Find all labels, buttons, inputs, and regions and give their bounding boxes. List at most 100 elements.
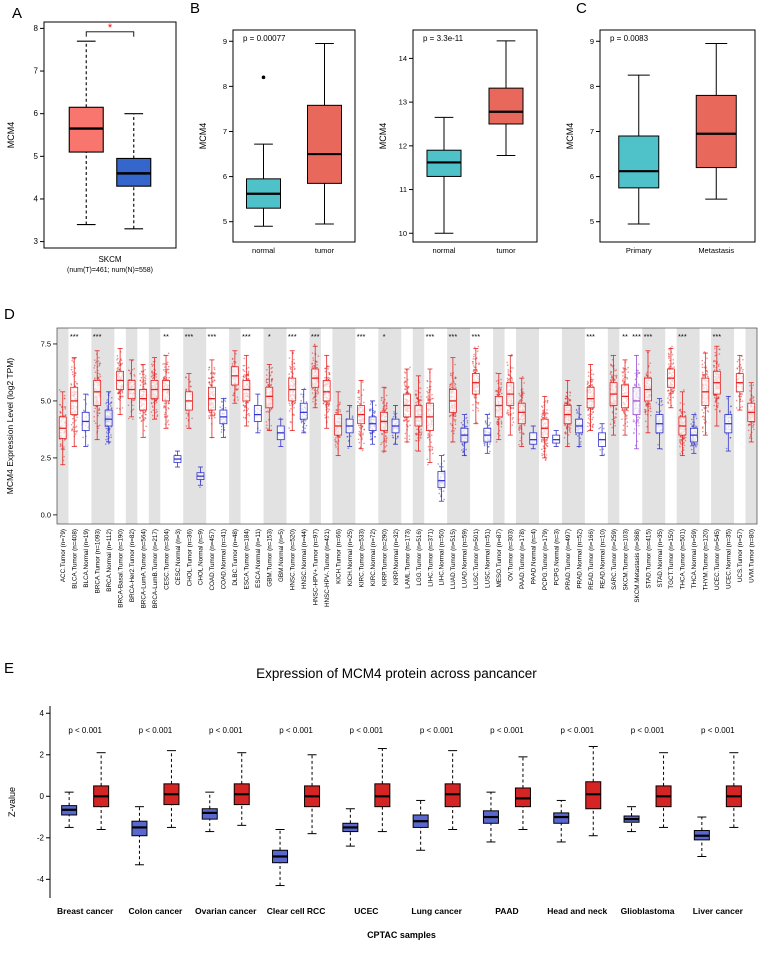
jitter-point — [162, 369, 165, 371]
jitter-point — [454, 423, 457, 426]
jitter-point — [168, 407, 170, 410]
jitter-point — [683, 410, 686, 413]
jitter-point — [678, 409, 681, 411]
jitter-point — [579, 443, 582, 445]
jitter-point — [328, 377, 331, 379]
jitter-point — [58, 389, 61, 391]
jitter-point — [357, 424, 360, 427]
jitter-point — [404, 384, 406, 386]
jitter-point — [63, 397, 66, 400]
jitter-point — [625, 408, 628, 411]
jitter-point — [611, 426, 614, 429]
jitter-point — [140, 376, 143, 379]
jitter-point — [265, 427, 268, 429]
jitter-point — [346, 410, 348, 413]
jitter-point — [346, 435, 349, 438]
jitter-point — [587, 417, 590, 419]
jitter-point — [151, 398, 153, 401]
jitter-point — [374, 404, 377, 406]
x-tick-label: BRCA-LumB.Tumor (n=217) — [152, 529, 159, 608]
jitter-point — [385, 394, 388, 397]
jitter-point — [214, 372, 216, 374]
jitter-point — [500, 392, 503, 395]
jitter-point — [82, 436, 84, 439]
jitter-point — [420, 433, 423, 435]
jitter-point — [614, 369, 616, 372]
box — [494, 395, 503, 418]
jitter-point — [427, 445, 430, 448]
jitter-point — [357, 396, 359, 399]
jitter-point — [266, 381, 269, 384]
y-tick-label: 6 — [223, 172, 227, 181]
jitter-point — [511, 380, 513, 382]
jitter-point — [163, 363, 166, 365]
jitter-point — [625, 415, 627, 417]
jitter-point — [496, 393, 499, 396]
jitter-point — [189, 380, 192, 383]
jitter-point — [347, 410, 349, 412]
jitter-point — [671, 353, 674, 356]
jitter-point — [110, 434, 112, 436]
y-tick-label: 0.0 — [41, 510, 51, 519]
x-tick-label: ESCA.Tumor (n=184) — [244, 529, 251, 590]
jitter-point — [315, 399, 318, 401]
jitter-point — [328, 401, 330, 403]
jitter-point — [247, 402, 249, 404]
jitter-point — [270, 408, 272, 411]
significance-star: *** — [208, 332, 217, 341]
x-tick-label: PCPG.Tumor (n=179) — [542, 529, 549, 590]
jitter-point — [671, 390, 674, 393]
jitter-point — [83, 398, 86, 401]
x-tick-label: KIRC.Normal (n=72) — [370, 529, 377, 586]
jitter-point — [473, 396, 476, 398]
jitter-point — [405, 392, 407, 394]
x-tick-label: READ.Tumor (n=166) — [588, 529, 595, 590]
jitter-point — [315, 366, 317, 369]
y-tick-label: 5 — [34, 152, 39, 161]
jitter-point — [339, 410, 342, 413]
stripe-background — [229, 328, 241, 524]
jitter-point — [443, 460, 446, 462]
jitter-point — [139, 373, 141, 375]
jitter-point — [143, 379, 145, 381]
jitter-point — [363, 442, 365, 445]
jitter-point — [362, 389, 365, 391]
jitter-point — [265, 378, 268, 381]
jitter-point — [702, 430, 704, 433]
jitter-point — [242, 404, 245, 407]
jitter-point — [358, 441, 361, 444]
jitter-point — [279, 417, 282, 420]
jitter-point — [633, 384, 636, 386]
jitter-point — [460, 421, 463, 424]
jitter-point — [465, 448, 467, 451]
jitter-point — [592, 378, 594, 381]
jitter-point — [167, 365, 170, 368]
x-tick-label: LIHC.Normal (n=50) — [439, 529, 446, 586]
jitter-point — [565, 432, 567, 434]
y-tick-label: 9 — [223, 37, 227, 46]
jitter-point — [316, 361, 318, 363]
jitter-point — [133, 375, 136, 377]
jitter-point — [673, 387, 675, 390]
x-tick-label: GBM.Normal (n=5) — [278, 529, 285, 582]
jitter-point — [476, 370, 479, 372]
jitter-point — [87, 394, 89, 396]
jitter-point — [488, 443, 491, 445]
jitter-point — [500, 383, 502, 386]
jitter-point — [695, 445, 697, 448]
jitter-point — [622, 375, 624, 377]
jitter-point — [150, 363, 153, 366]
jitter-point — [106, 429, 109, 432]
jitter-point — [187, 413, 189, 415]
jitter-point — [155, 411, 157, 414]
jitter-point — [71, 366, 73, 368]
x-tick-label: GBM.Tumor (n=153) — [267, 529, 274, 587]
jitter-point — [680, 438, 682, 441]
jitter-point — [93, 364, 96, 367]
jitter-point — [637, 383, 640, 385]
jitter-point — [540, 448, 543, 451]
jitter-point — [327, 407, 329, 410]
jitter-point — [408, 435, 411, 437]
jitter-point — [542, 445, 545, 447]
jitter-point — [143, 429, 146, 432]
